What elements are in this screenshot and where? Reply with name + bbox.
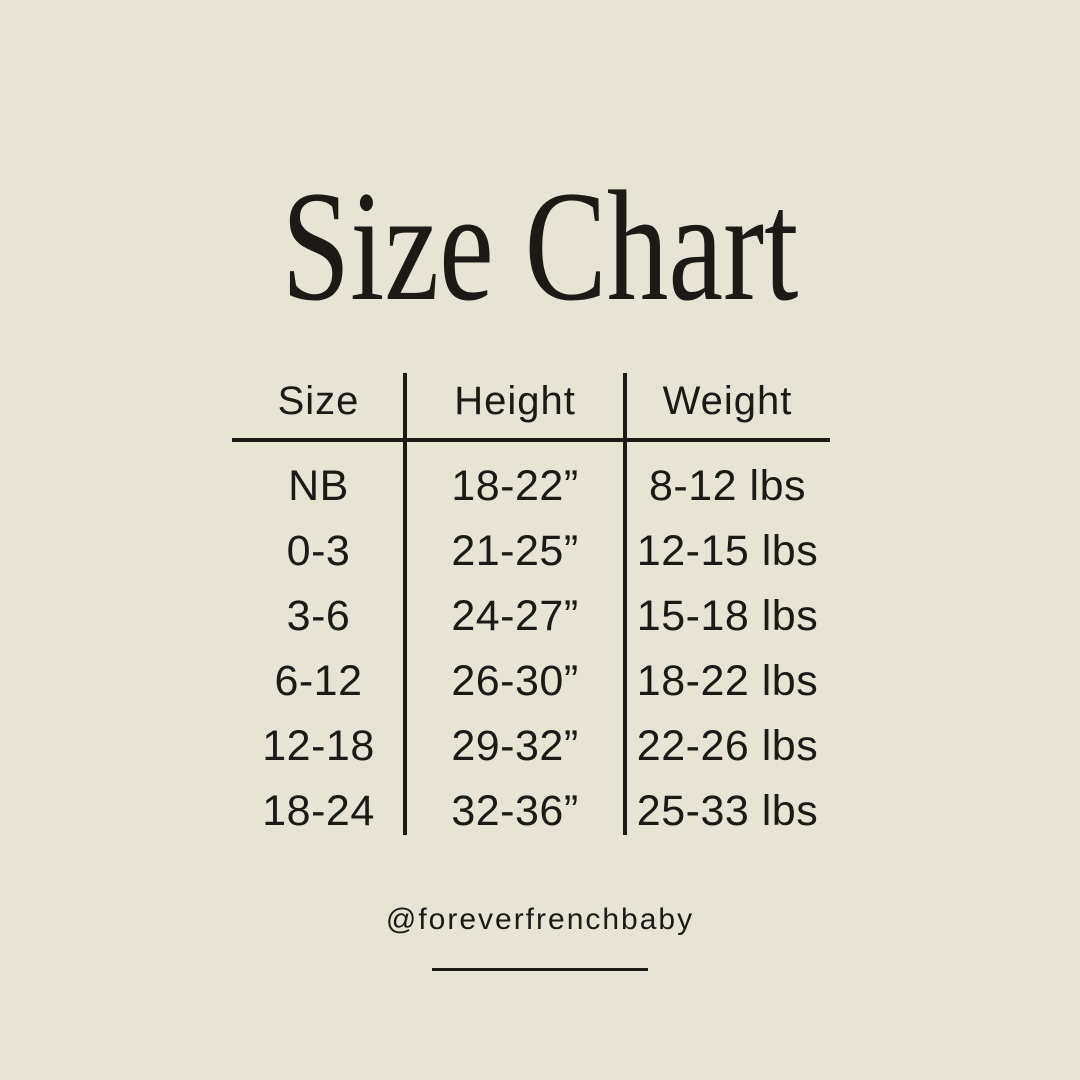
cell-weight: 25-33 lbs xyxy=(636,787,819,835)
cell-size: 0-3 xyxy=(286,527,351,575)
column-header-weight: Weight xyxy=(662,378,793,423)
cell-weight: 22-26 lbs xyxy=(636,722,819,770)
cell-size: 12-18 xyxy=(262,722,375,770)
cell-size: NB xyxy=(288,462,349,510)
cell-weight: 15-18 lbs xyxy=(636,592,819,640)
cell-height: 26-30” xyxy=(451,657,579,705)
cell-size: 6-12 xyxy=(274,657,363,705)
footer-underline xyxy=(432,968,648,971)
cell-weight: 8-12 lbs xyxy=(649,462,806,510)
cell-size: 3-6 xyxy=(286,592,351,640)
social-handle-text: @foreverfrenchbaby xyxy=(385,903,695,936)
column-header-size: Size xyxy=(277,378,360,423)
size-table-header: Size Height Weight xyxy=(232,368,830,434)
cell-weight: 12-15 lbs xyxy=(636,527,819,575)
size-table-body: NB 18-22” 8-12 lbs 0-3 21-25” 12-15 lbs … xyxy=(232,454,830,844)
cell-size: 18-24 xyxy=(262,787,375,835)
cell-weight: 18-22 lbs xyxy=(636,657,819,705)
cell-height: 29-32” xyxy=(451,722,579,770)
cell-height: 21-25” xyxy=(451,527,579,575)
column-divider-line-2 xyxy=(623,373,627,835)
header-underline xyxy=(232,438,830,442)
page-title: Size Chart xyxy=(281,159,799,334)
cell-height: 18-22” xyxy=(451,462,579,510)
column-divider-line-1 xyxy=(403,373,407,835)
cell-height: 24-27” xyxy=(451,592,579,640)
column-header-height: Height xyxy=(454,378,576,423)
cell-height: 32-36” xyxy=(451,787,579,835)
